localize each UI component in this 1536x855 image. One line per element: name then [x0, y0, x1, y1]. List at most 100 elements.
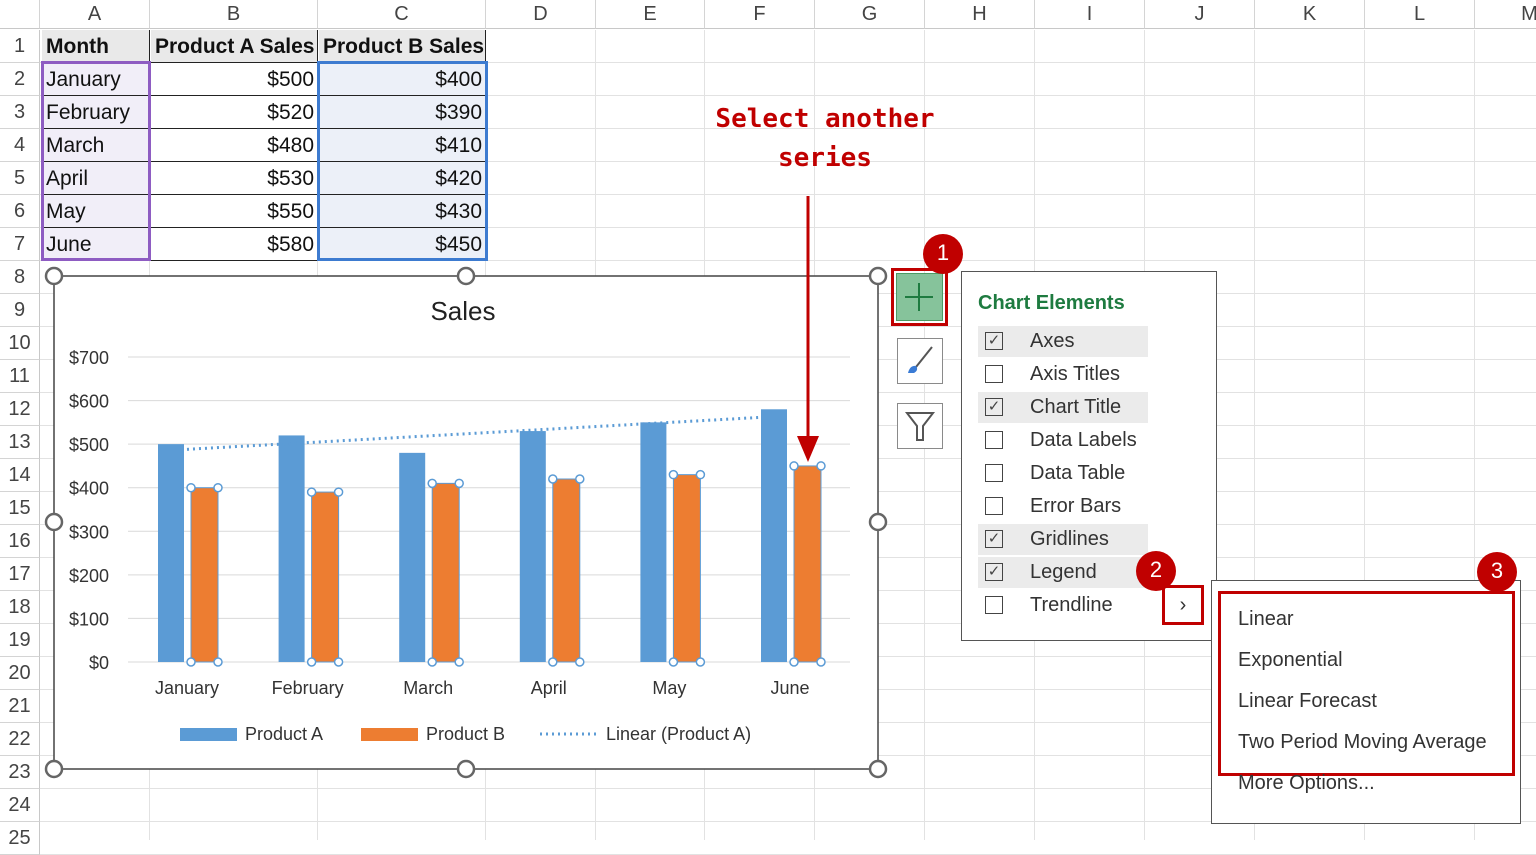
table-cell[interactable]: $390: [319, 96, 486, 129]
column-header[interactable]: A: [40, 0, 150, 29]
table-cell[interactable]: $410: [319, 129, 486, 162]
table-cell[interactable]: March: [42, 129, 150, 162]
trendline-option[interactable]: More Options...: [1238, 772, 1375, 794]
resize-handle[interactable]: [44, 266, 64, 286]
chart-element-trendline[interactable]: Trendline: [978, 590, 1148, 621]
chart-element-data-labels[interactable]: Data Labels: [978, 425, 1148, 456]
resize-handle[interactable]: [44, 512, 64, 532]
row-header[interactable]: 19: [0, 624, 40, 657]
checkbox[interactable]: ✓: [985, 563, 1003, 581]
step-badge-3: 3: [1477, 552, 1517, 592]
table-cell[interactable]: $580: [151, 228, 318, 261]
row-header[interactable]: 4: [0, 129, 40, 162]
table-cell[interactable]: February: [42, 96, 150, 129]
column-header[interactable]: F: [705, 0, 815, 29]
column-header[interactable]: J: [1145, 0, 1255, 29]
resize-handle[interactable]: [868, 266, 888, 286]
row-header[interactable]: 20: [0, 657, 40, 690]
column-header[interactable]: B: [150, 0, 318, 29]
checkbox[interactable]: ✓: [985, 332, 1003, 350]
resize-handle[interactable]: [456, 266, 476, 286]
column-header[interactable]: G: [815, 0, 925, 29]
chart-element-error-bars[interactable]: Error Bars: [978, 491, 1148, 522]
row-header[interactable]: 11: [0, 360, 40, 393]
row-header[interactable]: 7: [0, 228, 40, 261]
checkbox[interactable]: ✓: [985, 530, 1003, 548]
row-header[interactable]: 12: [0, 393, 40, 426]
row-header[interactable]: 15: [0, 492, 40, 525]
chart-element-axis-titles[interactable]: Axis Titles: [978, 359, 1148, 390]
row-header[interactable]: 24: [0, 789, 40, 822]
table-cell[interactable]: $430: [319, 195, 486, 228]
row-header[interactable]: 8: [0, 261, 40, 294]
checkbox[interactable]: [985, 596, 1003, 614]
chart-element-chart-title[interactable]: ✓ Chart Title: [978, 392, 1148, 423]
column-header[interactable]: M: [1475, 0, 1536, 29]
table-cell[interactable]: $520: [151, 96, 318, 129]
select-all-corner[interactable]: [0, 0, 40, 29]
column-header[interactable]: D: [486, 0, 596, 29]
table-cell[interactable]: $420: [319, 162, 486, 195]
resize-handle[interactable]: [44, 759, 64, 779]
trendline-more-button[interactable]: ›: [1162, 585, 1204, 625]
selection-handle: [333, 487, 344, 497]
checkbox[interactable]: [985, 497, 1003, 515]
resize-handle[interactable]: [868, 759, 888, 779]
chart-element-axes[interactable]: ✓ Axes: [978, 326, 1148, 357]
trendline-option[interactable]: Linear: [1238, 608, 1294, 630]
row-header[interactable]: 16: [0, 525, 40, 558]
chart-styles-button[interactable]: [897, 338, 943, 384]
table-cell[interactable]: $450: [319, 228, 486, 261]
resize-handle[interactable]: [456, 759, 476, 779]
row-header[interactable]: 23: [0, 756, 40, 789]
row-header[interactable]: 22: [0, 723, 40, 756]
checkbox[interactable]: [985, 365, 1003, 383]
table-cell[interactable]: $400: [319, 63, 486, 96]
column-header[interactable]: K: [1255, 0, 1365, 29]
resize-handle[interactable]: [868, 512, 888, 532]
row-header[interactable]: 2: [0, 63, 40, 96]
column-header[interactable]: L: [1365, 0, 1475, 29]
row-header[interactable]: 14: [0, 459, 40, 492]
table-header-cell[interactable]: Product B Sales: [319, 30, 486, 63]
selection-handle: [816, 657, 826, 667]
table-cell[interactable]: January: [42, 63, 150, 96]
trendline-option[interactable]: Exponential: [1238, 649, 1343, 671]
column-header[interactable]: C: [318, 0, 486, 29]
row-header[interactable]: 1: [0, 30, 40, 63]
row-header[interactable]: 10: [0, 327, 40, 360]
chart-element-legend[interactable]: ✓ Legend: [978, 557, 1148, 588]
column-header[interactable]: E: [596, 0, 705, 29]
table-cell[interactable]: $550: [151, 195, 318, 228]
row-header[interactable]: 6: [0, 195, 40, 228]
checkbox[interactable]: [985, 464, 1003, 482]
table-cell[interactable]: $500: [151, 63, 318, 96]
checkbox[interactable]: ✓: [985, 398, 1003, 416]
row-header[interactable]: 9: [0, 294, 40, 327]
table-cell[interactable]: May: [42, 195, 150, 228]
chart-element-gridlines[interactable]: ✓ Gridlines: [978, 524, 1148, 555]
table-header-cell[interactable]: Product A Sales: [151, 30, 318, 63]
table-cell[interactable]: $530: [151, 162, 318, 195]
chart-element-data-table[interactable]: Data Table: [978, 458, 1148, 489]
x-tick-label: March: [403, 678, 453, 698]
chart-elements-button[interactable]: [896, 273, 943, 321]
table-cell[interactable]: $480: [151, 129, 318, 162]
row-header[interactable]: 21: [0, 690, 40, 723]
checkbox[interactable]: [985, 431, 1003, 449]
trendline-option[interactable]: Two Period Moving Average: [1238, 731, 1487, 753]
row-header[interactable]: 13: [0, 426, 40, 459]
row-header[interactable]: 5: [0, 162, 40, 195]
trendline-submenu: [1211, 580, 1521, 824]
row-header[interactable]: 17: [0, 558, 40, 591]
trendline-option[interactable]: Linear Forecast: [1238, 690, 1377, 712]
column-header[interactable]: I: [1035, 0, 1145, 29]
table-cell[interactable]: June: [42, 228, 150, 261]
row-header[interactable]: 18: [0, 591, 40, 624]
row-header[interactable]: 3: [0, 96, 40, 129]
table-header-cell[interactable]: Month: [42, 30, 150, 63]
chart-filters-button[interactable]: [897, 403, 943, 449]
column-header[interactable]: H: [925, 0, 1035, 29]
table-cell[interactable]: April: [42, 162, 150, 195]
